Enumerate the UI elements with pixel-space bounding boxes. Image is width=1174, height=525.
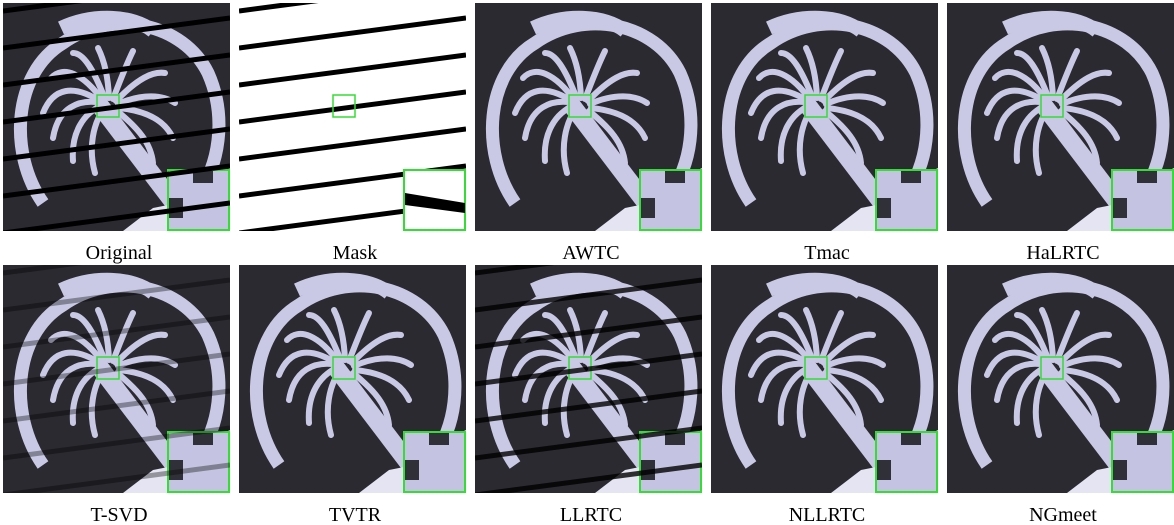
panel-label: T-SVD <box>90 504 147 525</box>
image <box>3 0 230 270</box>
image <box>711 3 938 231</box>
image-panel <box>3 243 230 525</box>
image-panel <box>711 265 938 493</box>
panel-label: NLLRTC <box>789 504 866 525</box>
figure: Original Mask AWTC Tmac HaLRTC T-SVD TVTR LLRTC… <box>0 0 1174 525</box>
satellite-image <box>947 3 1174 231</box>
image <box>947 3 1174 231</box>
image-panel <box>711 3 938 231</box>
image <box>947 265 1174 493</box>
image-panel <box>239 265 466 493</box>
panel-label: Mask <box>333 242 377 264</box>
panel-label: NGmeet <box>1029 504 1097 525</box>
image-panel <box>3 0 230 270</box>
panel-label: Original <box>86 242 153 264</box>
image <box>239 0 466 270</box>
image <box>475 3 702 231</box>
satellite-image <box>711 3 938 231</box>
image-panel <box>475 243 702 525</box>
panel-label: HaLRTC <box>1026 242 1099 264</box>
panel-label: TVTR <box>329 504 382 525</box>
image-panel <box>947 265 1174 493</box>
panel-label: LLRTC <box>560 504 622 525</box>
image <box>475 243 702 525</box>
image <box>239 265 466 493</box>
satellite-image <box>239 265 466 493</box>
satellite-image <box>475 3 702 231</box>
image <box>711 265 938 493</box>
image-panel <box>475 3 702 231</box>
panel-label: Tmac <box>804 242 850 264</box>
satellite-image <box>947 265 1174 493</box>
panel-label: AWTC <box>562 242 619 264</box>
page: Original Mask AWTC Tmac HaLRTC T-SVD TVTR LLRTC… <box>0 0 1174 525</box>
satellite-image <box>711 265 938 493</box>
image-panel <box>947 3 1174 231</box>
image <box>3 243 230 525</box>
image-panel <box>239 0 466 270</box>
